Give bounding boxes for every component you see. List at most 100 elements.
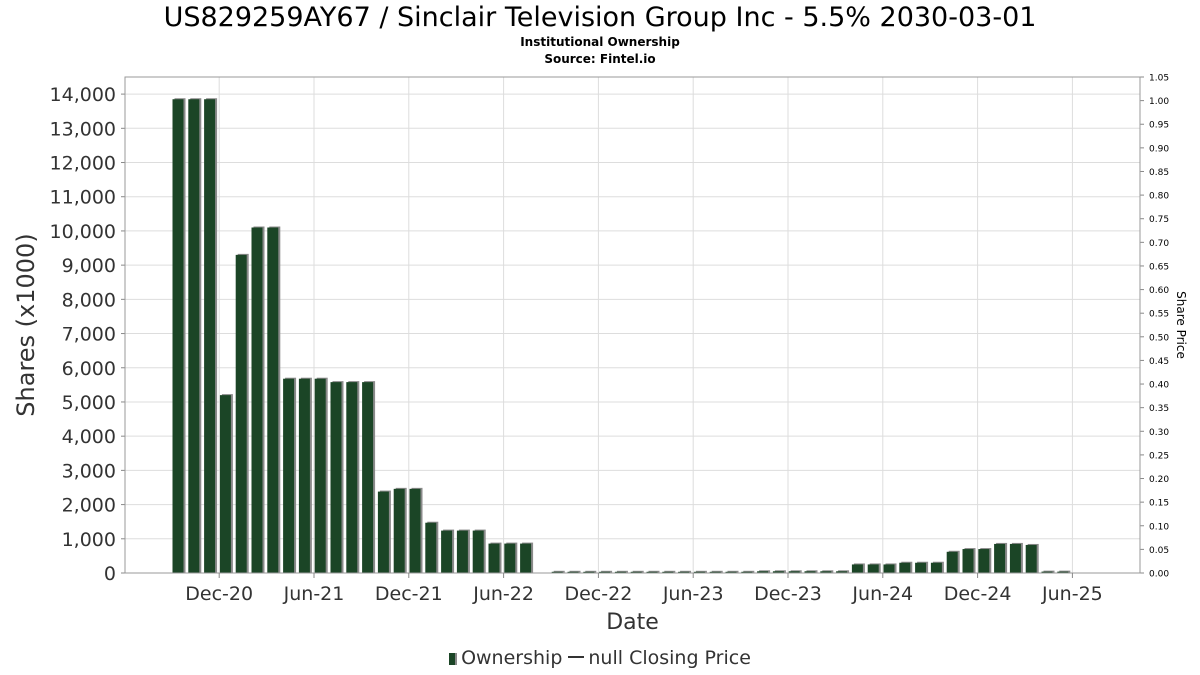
price-legend-label: null Closing Price [588,647,751,669]
ownership-bar [235,254,247,573]
ownership-bar [488,543,500,573]
ownership-bar [757,571,769,573]
x-tick-label: Dec-24 [944,583,1012,605]
ownership-bar [393,488,405,573]
ownership-bar [678,571,690,573]
y-axis-title: Shares (x1000) [12,233,40,416]
y2-tick-label: 1.00 [1149,97,1169,107]
ownership-bar [472,530,484,573]
ownership-bar [456,530,468,573]
ownership-legend-label: Ownership [461,647,563,669]
y-tick-label: 7,000 [62,324,116,346]
ownership-bar [346,382,358,573]
ownership-bar [851,564,863,573]
ownership-bar [962,549,974,573]
y2-tick-label: 0.35 [1149,404,1169,414]
y-tick-label: 0 [104,563,116,585]
x-axis-title: Date [606,610,659,635]
ownership-bar [172,99,184,573]
ownership-bar [899,562,911,573]
ownership-bar [283,378,295,573]
ownership-bar [994,543,1006,573]
ownership-bar [867,564,879,573]
y2-tick-label: 0.00 [1149,570,1169,580]
y2-tick-label: 0.90 [1149,144,1169,154]
y-tick-label: 13,000 [50,118,116,140]
ownership-bar [930,562,942,573]
ownership-bar [362,382,374,573]
ownership-bar [946,551,958,573]
ownership-bar [836,571,848,573]
ownership-bar [314,378,326,573]
y2-tick-label: 0.50 [1149,333,1169,343]
y2-tick-label: 0.15 [1149,499,1169,509]
x-tick-label: Jun-23 [662,583,724,605]
y-tick-label: 6,000 [62,358,116,380]
ownership-bar [267,227,279,573]
y2-tick-label: 0.95 [1149,121,1169,131]
x-tick-label: Jun-24 [851,583,913,605]
y2-tick-label: 0.40 [1149,381,1169,391]
y2-tick-label: 0.30 [1149,428,1169,438]
y2-tick-label: 0.55 [1149,310,1169,320]
y-tick-label: 12,000 [50,153,116,175]
ownership-bar [804,571,816,573]
y-tick-label: 5,000 [62,392,116,414]
ownership-bar [788,571,800,573]
y-tick-label: 9,000 [62,255,116,277]
ownership-bar [1057,571,1069,573]
x-tick-label: Dec-21 [375,583,443,605]
ownership-bar [219,395,231,573]
ownership-bar [820,571,832,573]
chart-canvas: 0 1,000 2,000 3,000 4,000 5,000 6,000 7,000 8,00… [12,74,1188,636]
ownership-bar [709,571,721,573]
y2-axis-title: Share Price [1174,291,1188,359]
ownership-bar [915,562,927,573]
y-tick-label: 2,000 [62,495,116,517]
price-legend-swatch [568,656,585,658]
ownership-bar [441,530,453,573]
ownership-bar [1041,571,1053,573]
x-tick-label: Dec-22 [564,583,632,605]
y-tick-label: 8,000 [62,289,116,311]
y2-tick-label: 0.20 [1149,475,1169,485]
ownership-bar [520,543,532,573]
ownership-bar [1009,543,1021,573]
ownership-bar [662,571,674,573]
ownership-bar [1025,544,1037,573]
ownership-bar [614,571,626,573]
x-tick-label: Dec-23 [754,583,822,605]
y2-tick-label: 0.05 [1149,546,1169,556]
legend: Ownership null Closing Price [0,647,1200,669]
ownership-bar [741,571,753,573]
y2-tick-label: 1.05 [1149,74,1169,84]
plot-frame [124,76,1141,574]
ownership-bar [883,564,895,573]
y-tick-label: 4,000 [62,426,116,448]
ownership-bar [377,491,389,573]
y2-tick-label: 0.80 [1149,192,1169,202]
y2-tick-label: 0.60 [1149,286,1169,296]
ownership-bar [504,543,516,573]
y-tick-label: 10,000 [50,221,116,243]
ownership-bar [409,488,421,573]
chart-subtitle: Institutional Ownership [520,35,680,49]
y2-tick-label: 0.25 [1149,451,1169,461]
x-tick-label: Jun-25 [1041,583,1103,605]
ownership-bar [425,522,437,573]
x-tick-label: Jun-22 [472,583,534,605]
ownership-bar [188,99,200,573]
chart-title: US829259AY67 / Sinclair Television Group… [163,2,1037,33]
ownership-legend-swatch [449,653,458,665]
ownership-bar [646,571,658,573]
ownership-bar [583,571,595,573]
ownership-bar [298,378,310,573]
ownership-bar [251,227,263,573]
chart-source: Source: Fintel.io [544,52,656,66]
y2-tick-label: 0.10 [1149,522,1169,532]
y-tick-label: 1,000 [62,529,116,551]
ownership-bar [693,571,705,573]
x-tick-label: Dec-20 [185,583,253,605]
ownership-bar [725,571,737,573]
y-tick-label: 11,000 [50,187,116,209]
